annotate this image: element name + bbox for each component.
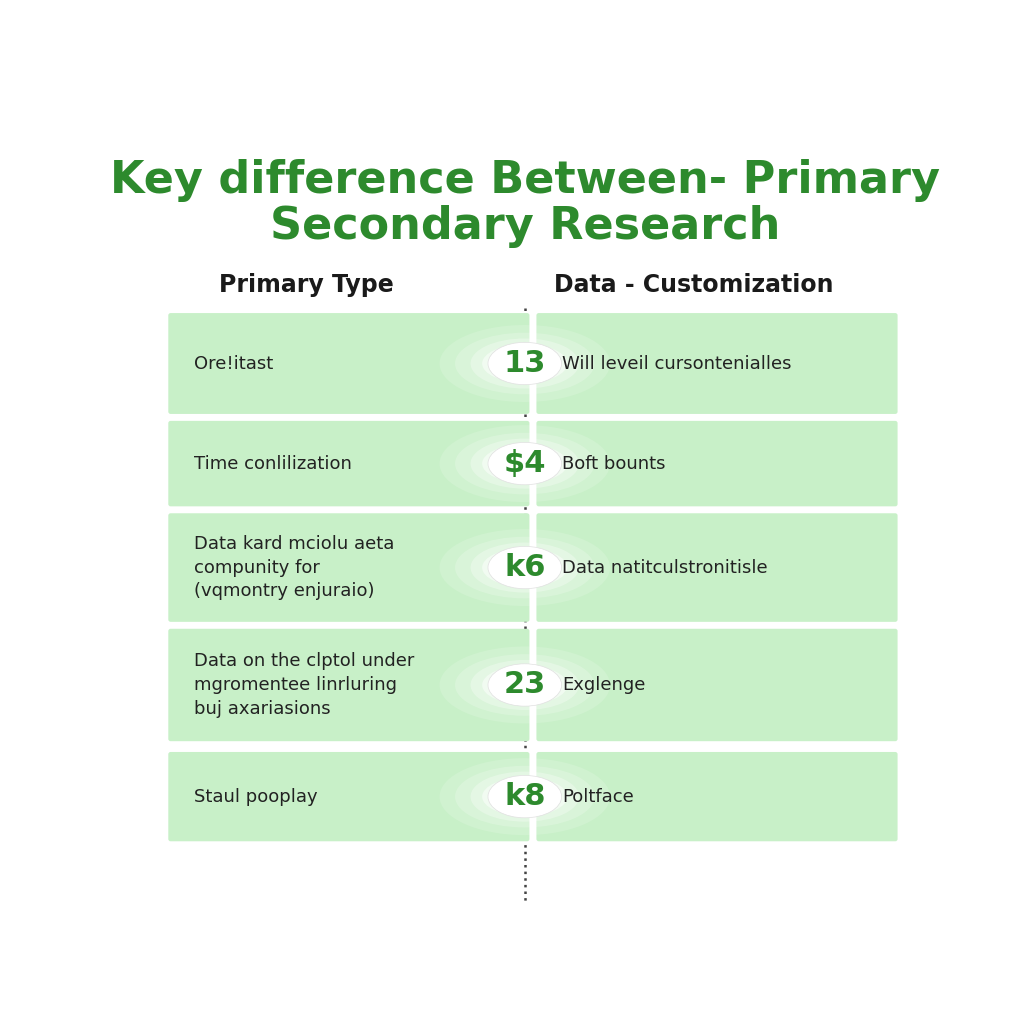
Text: Data kard mciolu aeta
compunity for
(vqmontry enjuraio): Data kard mciolu aeta compunity for (vqm… [194,535,394,600]
Text: Staul pooplay: Staul pooplay [194,787,317,806]
Ellipse shape [488,547,561,589]
Ellipse shape [455,433,595,495]
Ellipse shape [471,543,579,593]
Text: $4: $4 [504,450,546,478]
Ellipse shape [488,775,561,818]
Ellipse shape [488,664,561,707]
Text: Primary Type: Primary Type [219,272,393,297]
Ellipse shape [439,529,610,606]
Ellipse shape [471,659,579,710]
Text: Exglenge: Exglenge [562,676,645,694]
FancyBboxPatch shape [168,752,529,842]
Ellipse shape [471,772,579,821]
FancyBboxPatch shape [168,421,529,506]
Ellipse shape [488,342,561,385]
Ellipse shape [482,777,567,816]
FancyBboxPatch shape [537,313,898,414]
FancyBboxPatch shape [537,629,898,741]
Ellipse shape [455,766,595,827]
FancyBboxPatch shape [168,313,529,414]
Ellipse shape [455,654,595,716]
Text: Ore!itast: Ore!itast [194,354,273,373]
Ellipse shape [439,425,610,502]
Text: Will leveil cursontenialles: Will leveil cursontenialles [562,354,792,373]
Ellipse shape [482,548,567,587]
Ellipse shape [482,444,567,483]
Text: Data - Customization: Data - Customization [554,272,834,297]
Text: Boft bounts: Boft bounts [562,455,666,473]
Text: Time conlilization: Time conlilization [194,455,352,473]
Text: Secondary Research: Secondary Research [269,206,780,249]
FancyBboxPatch shape [537,752,898,842]
Text: 13: 13 [504,349,546,378]
Text: Data on the clptol under
mgromentee linrluring
buj axariasions: Data on the clptol under mgromentee linr… [194,652,415,718]
Ellipse shape [439,646,610,724]
Text: Poltface: Poltface [562,787,634,806]
Ellipse shape [471,339,579,388]
FancyBboxPatch shape [537,421,898,506]
Ellipse shape [439,325,610,402]
FancyBboxPatch shape [168,513,529,622]
Ellipse shape [471,438,579,488]
FancyBboxPatch shape [168,629,529,741]
Text: 23: 23 [504,671,546,699]
Ellipse shape [482,344,567,383]
Ellipse shape [488,442,561,484]
Ellipse shape [455,537,595,598]
FancyBboxPatch shape [537,513,898,622]
Text: k6: k6 [504,553,546,582]
Ellipse shape [439,758,610,836]
Ellipse shape [482,666,567,705]
Text: k8: k8 [504,782,546,811]
Text: Key difference Between- Primary: Key difference Between- Primary [110,159,940,202]
Ellipse shape [455,333,595,394]
Text: Data natitculstronitisle: Data natitculstronitisle [562,558,768,577]
